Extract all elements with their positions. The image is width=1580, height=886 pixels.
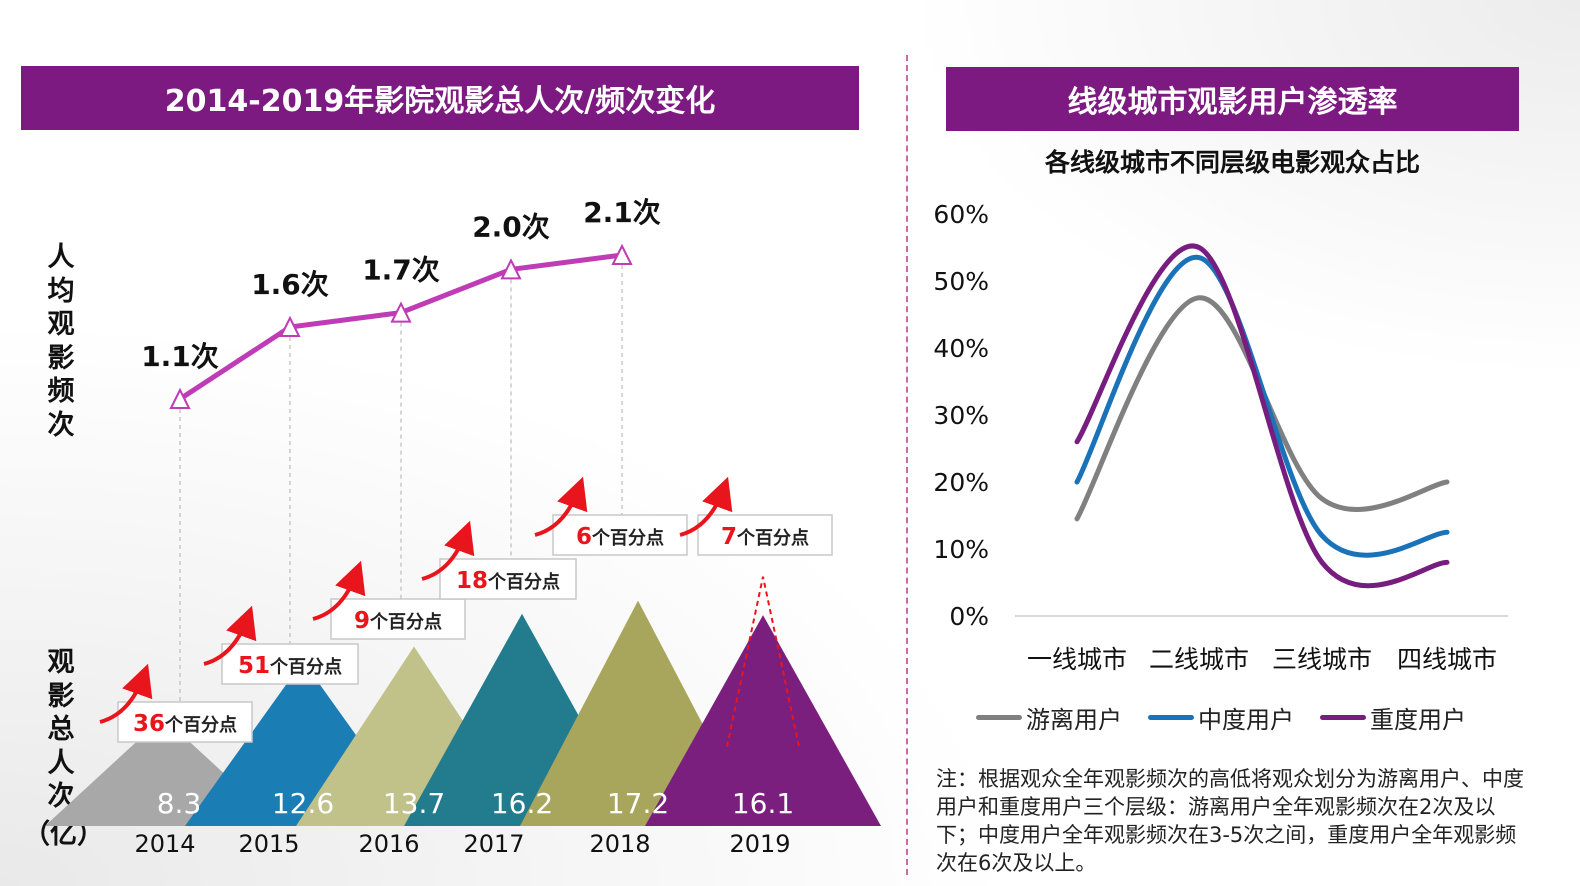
y-tick-label: 60% [933,200,989,229]
y-tick-label: 50% [933,267,989,296]
growth-suffix: 个百分点 [164,714,237,736]
freq-marker [611,243,633,265]
legend-item-medium: 中度用户 [1148,700,1294,735]
panel-divider [906,55,908,875]
growth-arrow [99,663,153,724]
freq-value-label: 2.1次 [583,196,661,229]
y-tick-label: 30% [933,401,989,430]
growth-number: 36 [133,711,165,737]
growth-text: 6个百分点 [576,524,664,550]
right-panel-title: 线级城市观影用户渗透率 [946,67,1519,131]
growth-text: 36个百分点 [133,711,237,737]
x-category-label: 一线城市 [1027,645,1127,674]
y-tick-label: 10% [933,535,989,564]
growth-box [552,514,688,556]
year-label: 2016 [358,830,419,858]
legend-item-casual: 游离用户 [976,700,1122,735]
legend-item-heavy: 重度用户 [1320,700,1466,735]
growth-box [439,558,577,600]
y-tick-label: 40% [933,334,989,363]
freq-marker [279,315,301,337]
growth-box [697,514,833,556]
freq-axis-label: 人均观影频次 [47,242,75,441]
x-category-label: 三线城市 [1272,645,1372,674]
growth-box [221,643,359,685]
growth-suffix: 个百分点 [369,611,442,633]
growth-number: 6 [576,524,592,550]
year-label: 2015 [238,830,299,858]
bar-value-label: 17.2 [607,787,669,820]
left-panel-title-text: 2014-2019年影院观影总人次/频次变化 [164,84,716,119]
total-axis-label: 观影总人次 [47,647,75,812]
growth-suffix: 个百分点 [591,527,664,549]
legend-label-heavy: 重度用户 [1370,706,1466,734]
legend-label-casual: 游离用户 [1026,706,1122,734]
x-category-label: 四线城市 [1397,645,1497,674]
legend-swatch-casual [976,715,1022,720]
year-label: 2019 [729,830,790,858]
growth-text: 18个百分点 [456,568,560,594]
bar-value-label: 12.6 [272,787,334,820]
growth-number: 7 [721,524,737,550]
freq-value-label: 1.6次 [251,268,329,301]
y-tick-label: 0% [949,602,989,631]
growth-annotation: 18个百分点 [421,520,577,600]
left-panel-title: 2014-2019年影院观影总人次/频次变化 [21,66,859,130]
growth-annotation: 51个百分点 [203,605,359,685]
previous-year-outline [726,576,800,747]
growth-suffix: 个百分点 [487,571,560,593]
right-panel-title-text: 线级城市观影用户渗透率 [1067,85,1398,120]
freq-marker [390,301,412,323]
bar-triangle [645,615,881,826]
growth-suffix: 个百分点 [736,527,809,549]
freq-value-label: 1.7次 [362,254,440,287]
right-chart-title: 各线级城市不同层级电影观众占比 [1044,148,1420,177]
bar-value-label: 13.7 [383,787,445,820]
growth-arrow [312,560,366,621]
growth-annotation: 9个百分点 [312,560,466,640]
growth-arrow [679,476,733,537]
growth-annotation: 7个百分点 [679,476,833,556]
year-label: 2014 [134,830,195,858]
year-label: 2017 [463,830,524,858]
growth-box [330,598,466,640]
growth-annotation: 36个百分点 [99,663,253,743]
growth-box [117,701,253,743]
x-category-label: 二线城市 [1149,645,1249,674]
growth-annotation: 6个百分点 [534,476,688,556]
year-label: 2018 [589,830,650,858]
freq-value-label: 2.0次 [472,210,550,243]
growth-suffix: 个百分点 [269,656,342,678]
bar-value-label: 16.2 [491,787,553,820]
series-line-casual [1074,295,1450,522]
growth-text: 51个百分点 [238,653,342,679]
bar-value-label: 8.3 [157,787,202,820]
series-line-heavy [1074,243,1450,589]
growth-text: 9个百分点 [354,608,442,634]
growth-number: 51 [238,653,270,679]
growth-number: 18 [456,568,488,594]
freq-marker [169,387,191,409]
growth-arrow [421,520,475,581]
freq-value-label: 1.1次 [141,340,219,373]
legend-label-medium: 中度用户 [1198,706,1294,734]
bar-value-label: 16.1 [732,787,794,820]
growth-arrow [203,605,257,666]
right-chart-legend: 游离用户 中度用户 重度用户 [976,700,1466,735]
freq-marker [500,258,522,280]
legend-swatch-heavy [1320,715,1366,720]
left-chart: 8.3 12.6 13.7 16.2 17.2 16.1 2014 2015 2016 2017 2… [45,196,881,858]
y-tick-label: 20% [933,468,989,497]
growth-arrow [534,476,588,537]
growth-text: 7个百分点 [721,524,809,550]
legend-swatch-medium [1148,715,1194,720]
growth-number: 9 [354,608,370,634]
footnote: 注：根据观众全年观影频次的高低将观众划分为游离用户、中度用户和重度用户三个层级：… [936,767,1524,875]
